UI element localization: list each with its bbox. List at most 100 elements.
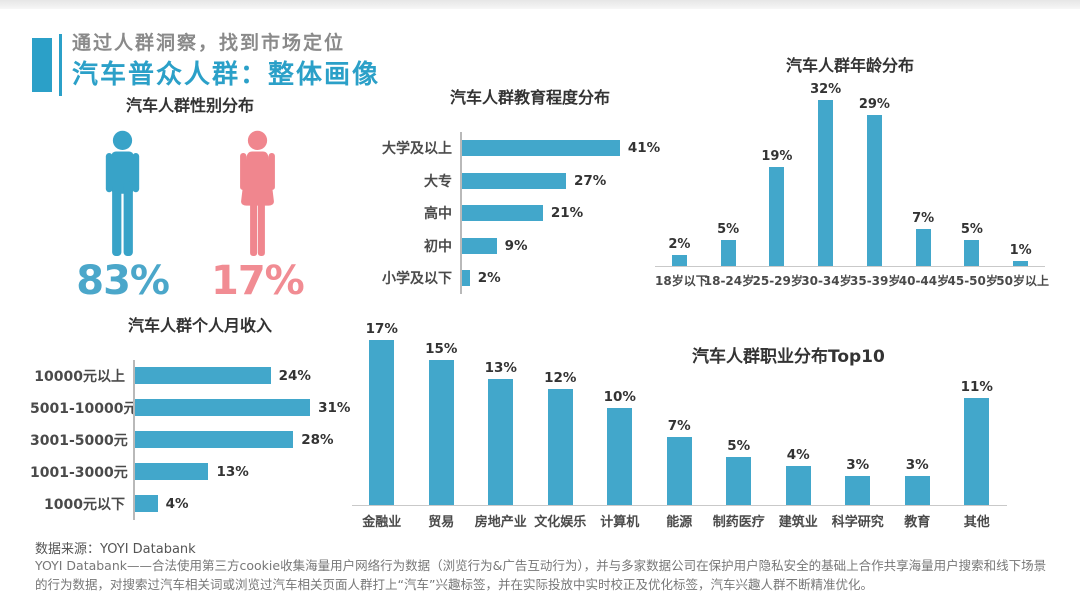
bar-zone: 4% (133, 487, 370, 520)
bar-row: 1001-3000元 13% (30, 455, 370, 488)
category-label: 高中 (424, 206, 452, 223)
male-icon (105, 130, 140, 256)
category-label: 18-24岁 (703, 273, 755, 288)
category-label: 30-34岁 (801, 273, 852, 288)
value-label: 9% (504, 237, 528, 254)
bar (135, 463, 209, 481)
bar (845, 475, 871, 505)
bar-row: 高中 21% (365, 196, 695, 230)
bar-zone: 24% (133, 359, 370, 392)
accent-line (59, 34, 62, 96)
income-chart-title: 汽车人群个人月收入 (127, 316, 272, 335)
bar-zone: 9% (460, 229, 695, 262)
value-label: 28% (301, 431, 334, 448)
header: 通过人群洞察，找到市场定位 汽车普众人群：整体画像 (32, 32, 380, 96)
accent-block (32, 38, 52, 92)
bar (720, 239, 736, 266)
bar-row: 初中 9% (365, 229, 695, 262)
bar-column: 5% (709, 437, 769, 505)
bar (462, 172, 566, 189)
bar (462, 140, 620, 157)
page-subtitle: 通过人群洞察，找到市场定位 (72, 32, 346, 54)
age-chart-title: 汽车人群年龄分布 (785, 56, 914, 75)
category-label: 40-44岁 (898, 273, 950, 288)
bar-row: 1000元以下 4% (30, 487, 370, 520)
education-chart-title: 汽车人群教育程度分布 (449, 88, 610, 107)
bar-row: 3001-5000元 28% (30, 423, 370, 456)
education-chart: 汽车人群教育程度分布 大学及以上 41% 大专 27% 高中 21% 初中 9% 小学及以下 2% (365, 88, 695, 295)
income-chart-rows: 10000元以上 24% 5001-10000元 31% 3001-5000元 28% 10… (30, 359, 370, 520)
bar (1013, 260, 1029, 266)
occupation-chart-plot: 17% 15% 13% 12% 10% 7% 5% 4% 3% 3% 11% (352, 312, 1007, 506)
category-label: 建筑业 (778, 515, 818, 530)
category-label: 50岁以上 (996, 273, 1049, 288)
bar (964, 239, 980, 266)
bar-column: 32% (801, 82, 850, 266)
category-label: 5001-10000元 (30, 400, 138, 417)
category-label: 45-50岁 (947, 273, 998, 288)
value-label: 7% (667, 418, 691, 435)
age-chart: 汽车人群年龄分布 2% 5% 19% 32% 29% 7% 5% 1% 18岁以下 18-24岁… (650, 56, 1050, 289)
bar-column: 7% (650, 418, 710, 505)
value-label: 5% (727, 437, 751, 454)
value-label: 3% (905, 456, 929, 473)
category-label: 科学研究 (831, 515, 884, 530)
bar (369, 340, 395, 505)
occupation-chart: 汽车人群职业分布Top10 17% 15% 13% 12% 10% 7% 5% 4% 3% 3% 1… (352, 312, 1012, 530)
category-label: 35-39岁 (850, 273, 901, 288)
bar (666, 437, 692, 505)
gender-figures: 83% 17% (70, 130, 310, 304)
bar-column: 10% (590, 389, 650, 505)
bar (135, 399, 311, 417)
value-label: 41% (627, 140, 661, 157)
female-figure: 17% (211, 130, 305, 304)
bar-column: 5% (704, 222, 753, 266)
top-edge-band (0, 0, 1080, 9)
bar-zone: 13% (133, 455, 370, 488)
male-percentage: 83% (76, 257, 170, 304)
value-label: 12% (544, 369, 577, 386)
bar (904, 475, 930, 505)
gender-chart-title: 汽车人群性别分布 (125, 96, 254, 115)
value-label: 2% (477, 270, 501, 287)
female-icon (239, 130, 275, 256)
value-label: 3% (846, 456, 870, 473)
bar-row: 大专 27% (365, 164, 695, 197)
category-label: 房地产业 (474, 515, 527, 530)
occupation-chart-title: 汽车人群职业分布Top10 (692, 347, 885, 367)
category-label: 25-29岁 (752, 273, 803, 288)
bar-column: 15% (412, 340, 472, 505)
bar-zone: 28% (133, 423, 370, 456)
occupation-chart-categories: 金融业 贸易 房地产业 文化娱乐 计算机 能源 制药医疗 建筑业 科学研究 教育 其他 (352, 506, 1007, 530)
category-label: 1001-3000元 (30, 464, 128, 481)
bar-column: 2% (655, 237, 704, 266)
bar (428, 359, 454, 505)
bar-zone: 21% (460, 196, 695, 230)
bar (915, 229, 931, 266)
bar-column: 29% (850, 97, 899, 266)
bar (607, 408, 633, 505)
age-chart-plot: 2% 5% 19% 32% 29% 7% 5% 1% (655, 81, 1045, 267)
value-label: 5% (717, 221, 740, 237)
bar (135, 367, 271, 385)
value-label: 31% (318, 399, 351, 416)
bar (964, 398, 990, 505)
category-label: 大学及以上 (382, 141, 452, 158)
category-label: 小学及以下 (382, 271, 452, 288)
value-label: 24% (278, 367, 311, 384)
bar-row: 5001-10000元 31% (30, 391, 370, 424)
data-source-description: YOYI Databank——合法使用第三方cookie收集海量用户网络行为数据… (35, 558, 1047, 592)
bar (462, 237, 497, 254)
bar-column: 13% (471, 360, 531, 505)
category-label: 大专 (424, 173, 452, 190)
bar-column: 11% (947, 379, 1007, 505)
value-label: 5% (960, 221, 983, 237)
bar (462, 270, 470, 287)
value-label: 11% (960, 379, 993, 396)
data-source-line: 数据来源：YOYI Databank (35, 542, 196, 557)
bar (769, 167, 785, 266)
value-label: 7% (912, 211, 935, 227)
value-label: 10% (603, 389, 636, 405)
value-label: 15% (425, 340, 458, 357)
bar-row: 10000元以上 24% (30, 359, 370, 392)
